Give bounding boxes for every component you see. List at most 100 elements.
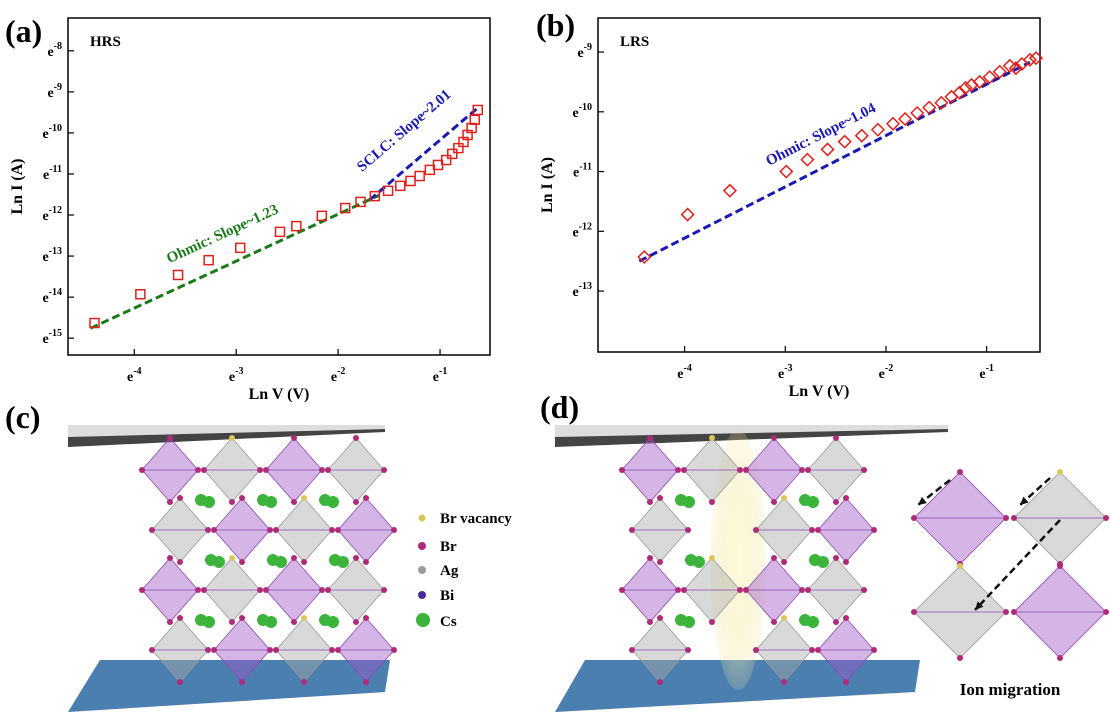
x-tick-label: e-3 (229, 366, 244, 385)
data-point (466, 122, 477, 134)
atom (291, 435, 297, 441)
cs-atom (213, 556, 225, 568)
legend-swatch (418, 514, 426, 522)
data-point (203, 254, 214, 266)
atom (177, 559, 183, 565)
atom (809, 647, 815, 653)
data-point (898, 111, 913, 127)
legend-label: Br (440, 539, 457, 555)
data-point (405, 175, 416, 187)
atom (709, 619, 715, 625)
atom (205, 527, 211, 533)
atom (815, 647, 821, 653)
conductive-filament (710, 430, 766, 690)
data-point (982, 70, 997, 85)
atom (629, 527, 635, 533)
atom (335, 527, 341, 533)
legend-label: Cs (440, 614, 457, 630)
atom (211, 527, 217, 533)
atom (267, 527, 273, 533)
data-point (820, 142, 835, 157)
cs-atom (693, 556, 705, 568)
atom (657, 679, 663, 685)
atom (329, 527, 335, 533)
data-point (316, 210, 328, 222)
data-point (972, 74, 987, 89)
x-tick-label: e-1 (433, 366, 448, 385)
y-tick-label: e-15 (42, 328, 62, 347)
atom (833, 555, 839, 561)
atom (301, 615, 307, 621)
atom (647, 435, 653, 441)
atom (737, 587, 743, 593)
atom (709, 435, 715, 441)
y-tick-label: e-8 (47, 41, 62, 60)
atom (781, 615, 787, 621)
atom (861, 587, 867, 593)
data-point (469, 114, 480, 126)
atom (239, 495, 245, 501)
atom (753, 527, 759, 533)
migration-arrow (974, 519, 1061, 611)
atom (771, 499, 777, 505)
fit-line (89, 193, 381, 330)
atom (229, 619, 235, 625)
atom (391, 647, 397, 653)
atom (647, 555, 653, 561)
atom (1011, 515, 1017, 521)
atom (805, 467, 811, 473)
x-tick-label: e-1 (979, 363, 994, 382)
data-point (235, 242, 246, 254)
atom (195, 587, 201, 593)
atom (353, 619, 359, 625)
data-point (854, 128, 869, 143)
cs-atom (327, 616, 339, 628)
atom (381, 587, 387, 593)
data-point (910, 105, 925, 121)
atom (291, 499, 297, 505)
atom (619, 467, 625, 473)
atom (1057, 655, 1063, 661)
y-tick-label: e-9 (47, 82, 62, 101)
plot-frame (67, 17, 491, 356)
annotation: Ohmic: Slope~1.23 (164, 202, 281, 267)
atom (363, 679, 369, 685)
data-point (870, 122, 885, 137)
panel-label: (b) (536, 7, 575, 43)
data-point (172, 269, 184, 281)
data-point (952, 85, 967, 100)
y-axis-title: Ln I (A) (9, 158, 26, 214)
atom (833, 619, 839, 625)
legend: Br vacancy Br Ag Bi Cs (416, 511, 512, 630)
atom (1057, 469, 1063, 475)
atom (363, 559, 369, 565)
y-tick-label: e-13 (572, 281, 592, 300)
data-point (440, 154, 452, 166)
atom (1103, 609, 1109, 615)
atom (675, 467, 681, 473)
top-electrode-face (68, 425, 385, 437)
cs-atom (807, 616, 819, 628)
atom (781, 679, 787, 685)
atom (771, 555, 777, 561)
data-point (340, 202, 351, 214)
cs-atom (683, 616, 695, 628)
fit-line (638, 60, 1031, 263)
atom (301, 495, 307, 501)
atom (167, 555, 173, 561)
bottom-electrode (68, 660, 390, 712)
atom (149, 647, 155, 653)
atom (363, 615, 369, 621)
atom (363, 495, 369, 501)
atom (267, 647, 273, 653)
cs-atom (327, 496, 339, 508)
arrow-head (918, 496, 927, 505)
atom (391, 527, 397, 533)
atom (843, 559, 849, 565)
data-point (837, 134, 852, 149)
atom (167, 619, 173, 625)
data-point (355, 196, 366, 208)
atom (833, 435, 839, 441)
atom (1103, 515, 1109, 521)
atom (353, 555, 359, 561)
